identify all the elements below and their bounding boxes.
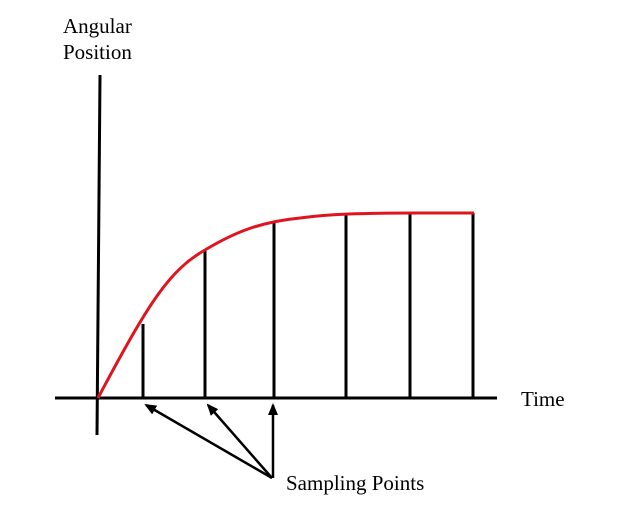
annotation-arrow bbox=[144, 403, 273, 480]
response-curve bbox=[96, 211, 474, 399]
annotation-arrow bbox=[206, 403, 273, 479]
y-axis-label-line2: Position bbox=[63, 40, 132, 64]
x-axis-label: Time bbox=[521, 387, 565, 411]
y-axis bbox=[95, 74, 102, 436]
y-axis-label-line1: Angular bbox=[63, 14, 132, 38]
annotation-label: Sampling Points bbox=[286, 471, 424, 495]
